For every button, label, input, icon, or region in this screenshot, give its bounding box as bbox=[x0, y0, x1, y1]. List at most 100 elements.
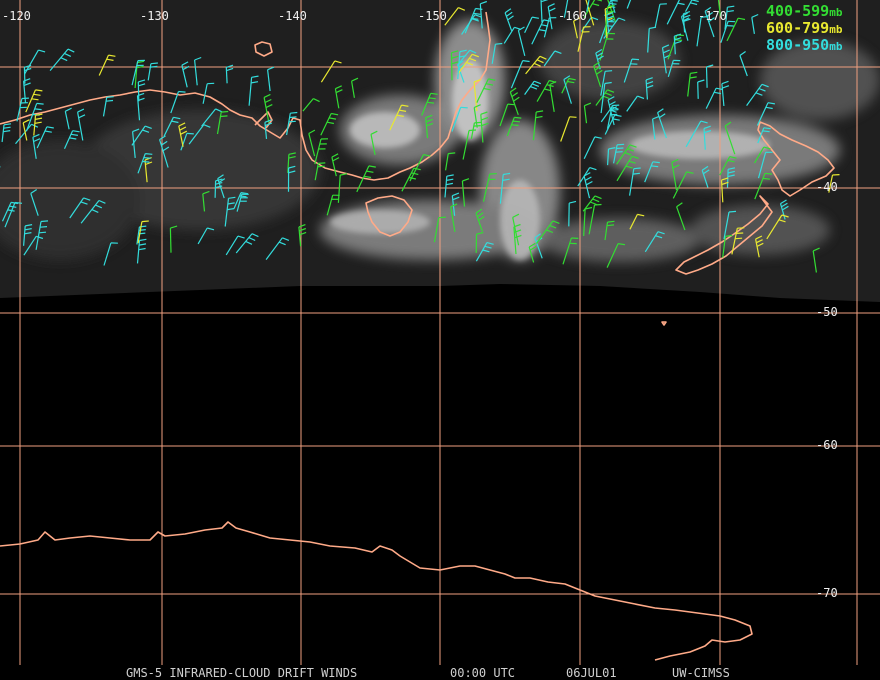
wind-barb bbox=[751, 17, 755, 34]
wind-barb-flag bbox=[408, 176, 417, 180]
wind-barb-flag bbox=[629, 144, 637, 148]
wind-barb-flag bbox=[469, 49, 477, 54]
wind-barb bbox=[22, 122, 28, 141]
wind-barb-flag bbox=[425, 118, 433, 123]
wind-barb-flag bbox=[106, 58, 114, 61]
wind-barb-flag bbox=[278, 241, 286, 246]
wind-barb-flag bbox=[531, 16, 540, 19]
wind-barb bbox=[462, 130, 470, 160]
wind-barb-flag bbox=[173, 116, 181, 120]
wind-barb-flag bbox=[428, 97, 436, 100]
wind-barb-flag bbox=[713, 91, 722, 95]
wind-barb-flag bbox=[762, 177, 770, 180]
wind-barb-flag bbox=[511, 124, 519, 127]
wind-barb-flag bbox=[186, 132, 194, 135]
wind-barb bbox=[560, 116, 571, 142]
wind-barb bbox=[629, 168, 635, 196]
wind-barb bbox=[482, 173, 491, 202]
wind-barb bbox=[766, 214, 783, 240]
wind-barb bbox=[676, 206, 686, 231]
wind-barb-flag bbox=[609, 109, 617, 113]
wind-barb-flag bbox=[735, 237, 743, 240]
wind-barb bbox=[547, 6, 553, 30]
wind-barb-flag bbox=[547, 3, 555, 8]
wind-barb bbox=[63, 130, 74, 149]
wind-barb-flag bbox=[60, 57, 68, 62]
wind-barb-flag bbox=[633, 167, 641, 170]
wind-barb-flag bbox=[69, 137, 77, 140]
wind-barb bbox=[102, 97, 108, 117]
wind-barb-flag bbox=[674, 37, 682, 41]
wind-barb-flag bbox=[593, 61, 600, 67]
wind-barb-flag bbox=[607, 19, 615, 23]
wind-barb bbox=[69, 197, 85, 219]
wind-barb-flag bbox=[22, 119, 30, 124]
wind-barb bbox=[616, 155, 633, 182]
wind-barb bbox=[491, 44, 496, 64]
wind-barb-flag bbox=[504, 8, 512, 14]
wind-barb-flag bbox=[326, 121, 335, 125]
wind-barb-flag bbox=[725, 234, 733, 237]
wind-barb-flag bbox=[25, 224, 33, 227]
wind-barb bbox=[531, 19, 545, 45]
wind-barb bbox=[583, 0, 596, 19]
wind-barb-flag bbox=[459, 55, 467, 58]
wind-barb-flag bbox=[708, 17, 715, 23]
coastlines bbox=[0, 11, 835, 661]
wind-barb-flag bbox=[614, 114, 622, 117]
wind-barb-flag bbox=[132, 128, 140, 133]
wind-barb-flag bbox=[480, 111, 488, 115]
wind-barb bbox=[607, 0, 616, 23]
caption-product: GMS-5 INFRARED-CLOUD DRIFT WINDS bbox=[126, 666, 358, 680]
wind-barb-flag bbox=[137, 97, 145, 102]
wind-barb-flag bbox=[78, 114, 86, 119]
wind-barb-flag bbox=[706, 64, 714, 68]
wind-barb-flag bbox=[655, 235, 663, 239]
wind-barb-flag bbox=[534, 62, 541, 67]
wind-barb bbox=[583, 136, 596, 160]
wind-barb bbox=[144, 160, 148, 183]
wind-barb-flag bbox=[288, 165, 296, 169]
wind-barb-flag bbox=[569, 200, 577, 204]
wind-barb bbox=[225, 235, 239, 256]
wind-barb-flag bbox=[476, 212, 484, 218]
legend-item-low: 800-950mb bbox=[766, 36, 843, 54]
wind-barb-flag bbox=[145, 161, 153, 166]
tasmania-coast bbox=[365, 195, 413, 237]
wind-barb-flag bbox=[396, 114, 404, 117]
wind-barb bbox=[35, 221, 42, 250]
wind-barb bbox=[450, 52, 453, 81]
wind-barb bbox=[577, 26, 585, 52]
wind-barb-flag bbox=[739, 51, 746, 56]
wind-barb-flag bbox=[606, 11, 614, 16]
wind-barb-flag bbox=[3, 126, 11, 129]
wind-barb-flag bbox=[226, 64, 234, 68]
small-island bbox=[254, 41, 273, 57]
wind-barb bbox=[720, 180, 724, 203]
wind-barb bbox=[302, 98, 314, 112]
wind-barb-flag bbox=[486, 242, 494, 245]
wind-barb bbox=[705, 87, 717, 109]
wind-barb-flag bbox=[528, 242, 536, 248]
wind-barb-flag bbox=[690, 71, 698, 74]
wind-barb-flag bbox=[715, 87, 724, 91]
wind-barb-flag bbox=[596, 69, 603, 75]
wind-barb bbox=[563, 79, 572, 104]
wind-barb bbox=[512, 217, 520, 246]
wind-barb-flag bbox=[584, 206, 593, 210]
wind-barb-flag bbox=[83, 197, 91, 201]
wind-barb bbox=[543, 17, 550, 38]
wind-barb bbox=[626, 0, 632, 9]
wind-barb-flag bbox=[549, 224, 557, 229]
wind-barb-flag bbox=[452, 196, 460, 201]
wind-barb-flag bbox=[35, 89, 43, 92]
wind-barb-flag bbox=[721, 177, 729, 181]
wind-barb bbox=[286, 113, 291, 136]
wind-barb-flag bbox=[676, 202, 683, 208]
wind-barb-flag bbox=[313, 98, 320, 103]
wind-barb-flag bbox=[220, 115, 228, 118]
wind-barb-flag bbox=[150, 62, 158, 65]
wind-barb-flag bbox=[675, 39, 683, 41]
wind-barb bbox=[473, 107, 478, 128]
wind-barb-flag bbox=[596, 52, 604, 57]
